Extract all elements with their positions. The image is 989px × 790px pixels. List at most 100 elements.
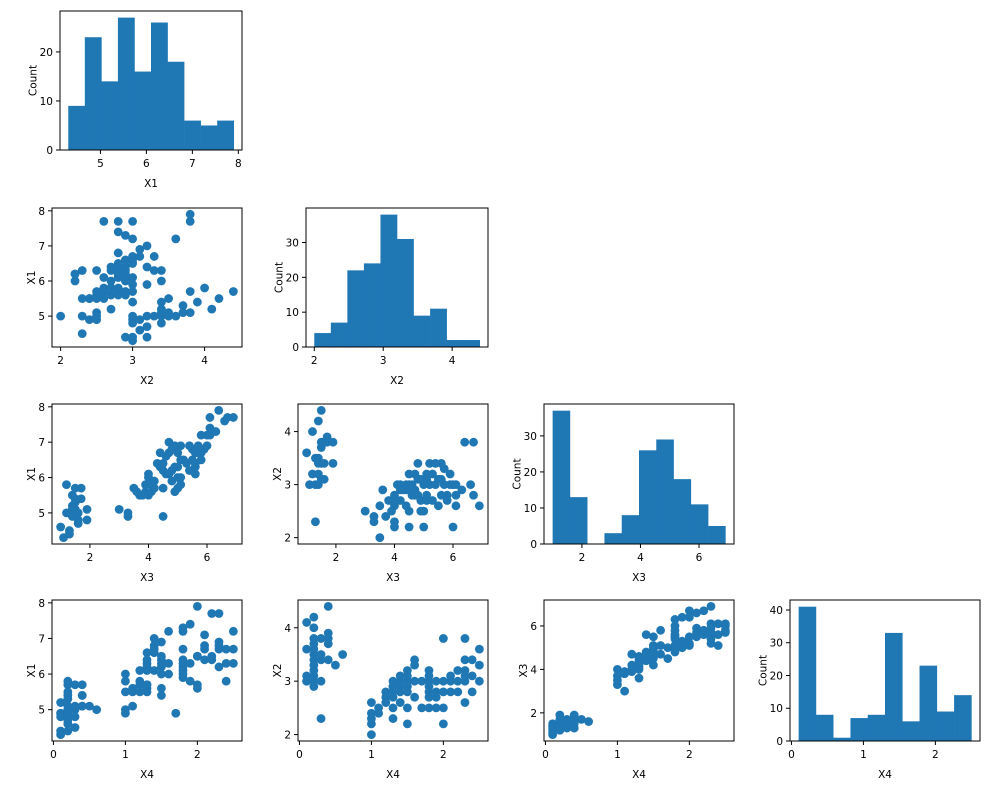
y-axis-label: Count: [28, 65, 40, 96]
y-tick-label: 20: [524, 467, 537, 479]
scatter-point: [692, 608, 701, 618]
scatter-point: [438, 703, 448, 713]
histogram-bar: [656, 439, 674, 544]
scatter-point: [555, 710, 565, 720]
histogram-bar: [347, 270, 365, 347]
scatter-point: [474, 660, 484, 670]
scatter-point: [200, 283, 209, 293]
scatter-point: [422, 490, 432, 500]
histogram-bar: [639, 450, 657, 544]
scatter-point: [378, 485, 388, 495]
scatter-point: [128, 701, 138, 711]
scatter-point: [185, 658, 195, 668]
scatter-point: [77, 680, 87, 690]
scatter-point: [77, 691, 87, 700]
x-tick-label: 1: [368, 749, 375, 761]
scatter-point: [221, 658, 231, 668]
scatter-point: [113, 227, 123, 237]
x-axis-label: X3: [140, 572, 154, 584]
scatter-point: [128, 252, 138, 261]
x-tick-label: 2: [686, 749, 693, 761]
scatter-point: [451, 501, 461, 511]
scatter-point: [428, 496, 437, 505]
x-axis-label: X3: [632, 572, 646, 584]
scatter-point: [135, 325, 145, 335]
scatter-point: [192, 683, 202, 693]
y-tick-label: 20: [770, 670, 783, 682]
scatter-point: [156, 266, 166, 275]
scatter-point: [402, 719, 412, 729]
y-axis-label: X2: [272, 467, 284, 481]
scatter-point: [319, 474, 329, 484]
scatter-point: [76, 494, 86, 504]
scatter-point: [200, 655, 209, 665]
scatter-point: [648, 660, 658, 670]
x-tick-label: 6: [450, 552, 457, 564]
y-tick-label: 10: [40, 96, 53, 108]
scatter-point: [65, 526, 74, 535]
histogram-bar: [954, 695, 972, 741]
scatter-point: [113, 216, 123, 226]
scatter-point: [663, 654, 673, 663]
scatter-point: [634, 673, 644, 683]
x-tick-label: 6: [696, 552, 703, 564]
scatter-point: [196, 455, 206, 465]
scatter-point: [316, 676, 326, 686]
scatter-point: [178, 644, 188, 654]
scatter-point: [309, 634, 319, 643]
scatter-point: [313, 416, 323, 426]
scatter-point: [474, 644, 484, 654]
scatter-point: [99, 294, 109, 303]
scatter-point: [360, 506, 370, 516]
histogram-bar: [815, 714, 834, 741]
scatter-point: [185, 308, 195, 318]
scatter-point: [402, 703, 412, 713]
scatter-point: [431, 676, 441, 686]
histogram-bar: [167, 61, 185, 150]
x-tick-label: 2: [333, 552, 340, 564]
scatter-point: [92, 315, 102, 325]
scatter-point: [178, 301, 188, 310]
scatter-point: [338, 650, 348, 659]
axes-frame: [789, 599, 981, 742]
x-tick-label: 1: [614, 749, 621, 761]
scatter-point: [692, 628, 701, 637]
scatter-point: [192, 651, 202, 661]
scatter-point: [158, 458, 168, 468]
scatter-point: [677, 636, 687, 646]
scatter-point: [128, 318, 138, 328]
scatter-point: [142, 687, 152, 697]
histogram-bar: [200, 125, 218, 150]
scatter-point: [192, 602, 202, 611]
scatter-point: [677, 612, 687, 622]
scatter-point: [375, 533, 385, 543]
y-tick-label: 3: [284, 676, 291, 688]
scatter-point: [569, 710, 579, 720]
scatter-point: [228, 287, 238, 296]
scatter-point: [656, 649, 665, 659]
scatter-point: [548, 723, 558, 733]
scatter-point: [70, 269, 80, 279]
scatter-point: [720, 625, 730, 635]
scatter-point: [684, 638, 694, 648]
scatter-point: [149, 666, 159, 675]
x-tick-label: 0: [50, 749, 57, 761]
scatter-point: [460, 634, 470, 643]
scatter-point: [302, 448, 312, 458]
scatter-point: [128, 273, 138, 282]
scatter-point: [713, 619, 723, 629]
scatter-point: [128, 216, 138, 226]
y-tick-label: 8: [38, 206, 45, 218]
scatter-point: [156, 308, 166, 318]
scatter-point: [70, 680, 80, 690]
scatter-point: [428, 469, 437, 479]
scatter-point: [85, 315, 94, 325]
scatter-point: [569, 717, 579, 726]
scatter-point: [331, 660, 340, 670]
scatter-point: [142, 311, 152, 321]
scatter-point: [185, 216, 195, 226]
histogram-bar: [850, 718, 869, 741]
scatter-point: [374, 708, 384, 718]
scatter-point: [699, 606, 709, 616]
scatter-point: [149, 483, 159, 493]
